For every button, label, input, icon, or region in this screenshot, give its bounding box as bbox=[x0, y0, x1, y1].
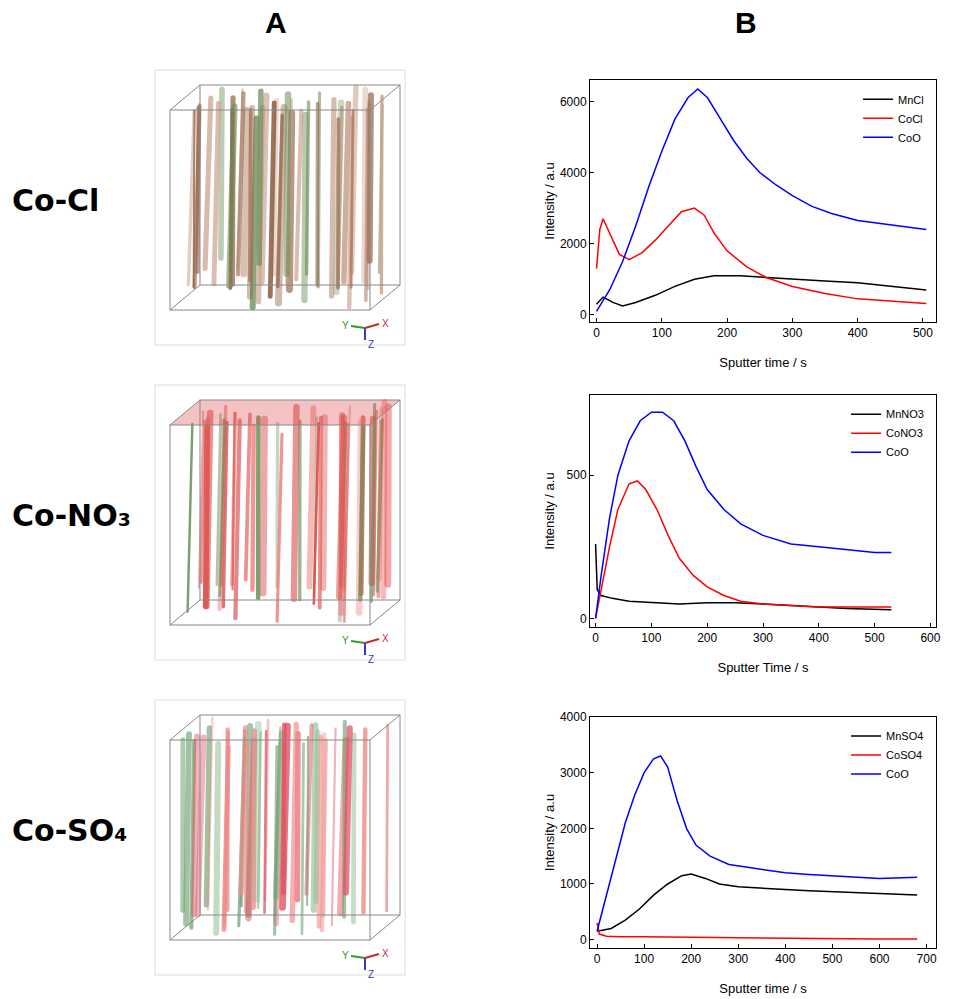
svg-text:X: X bbox=[382, 633, 389, 644]
svg-text:Sputter time / s: Sputter time / s bbox=[719, 355, 807, 370]
svg-text:6000: 6000 bbox=[560, 95, 587, 109]
svg-text:Intensity / a.u: Intensity / a.u bbox=[542, 472, 557, 549]
svg-text:0: 0 bbox=[593, 326, 600, 340]
svg-text:2000: 2000 bbox=[560, 822, 587, 836]
svg-text:CoSO4: CoSO4 bbox=[886, 749, 922, 761]
svg-text:Sputter time / s: Sputter time / s bbox=[719, 981, 807, 996]
svg-text:1000: 1000 bbox=[560, 877, 587, 891]
html-text:Co-Cl: Co-Cl bbox=[12, 182, 100, 218]
svg-text:MnNO3: MnNO3 bbox=[886, 408, 924, 420]
svg-text:200: 200 bbox=[697, 631, 717, 645]
svg-text:CoNO3: CoNO3 bbox=[886, 427, 923, 439]
svg-text:600: 600 bbox=[920, 631, 940, 645]
svg-text:100: 100 bbox=[634, 952, 654, 966]
svg-text:500: 500 bbox=[865, 631, 885, 645]
svg-text:X: X bbox=[382, 318, 389, 329]
svg-text:300: 300 bbox=[753, 631, 773, 645]
svg-text:400: 400 bbox=[848, 326, 868, 340]
svg-text:Z: Z bbox=[368, 654, 374, 665]
svg-text:500: 500 bbox=[567, 468, 587, 482]
svg-text:CoO: CoO bbox=[898, 132, 921, 144]
svg-text:300: 300 bbox=[782, 326, 802, 340]
svg-text:600: 600 bbox=[869, 952, 889, 966]
svg-text:Y: Y bbox=[342, 635, 349, 646]
svg-text:500: 500 bbox=[822, 952, 842, 966]
svg-text:Intensity / a.u: Intensity / a.u bbox=[542, 162, 557, 239]
svg-text:0: 0 bbox=[592, 631, 599, 645]
svg-text:200: 200 bbox=[717, 326, 737, 340]
svg-text:Z: Z bbox=[368, 339, 374, 350]
svg-text:4000: 4000 bbox=[560, 166, 587, 180]
html-text:A: A bbox=[265, 6, 287, 39]
svg-text:Sputter Time / s: Sputter Time / s bbox=[717, 660, 809, 675]
svg-text:CoO: CoO bbox=[886, 768, 909, 780]
svg-text:3000: 3000 bbox=[560, 766, 587, 780]
svg-text:400: 400 bbox=[775, 952, 795, 966]
svg-text:0: 0 bbox=[580, 612, 587, 626]
svg-text:Y: Y bbox=[342, 320, 349, 331]
svg-text:700: 700 bbox=[917, 952, 937, 966]
svg-text:Z: Z bbox=[368, 969, 374, 980]
html-text:B: B bbox=[735, 6, 757, 39]
svg-text:4000: 4000 bbox=[560, 710, 587, 724]
svg-text:2000: 2000 bbox=[560, 237, 587, 251]
html-text:Co-NO₃: Co-NO₃ bbox=[12, 497, 131, 533]
html-text:Co-SO₄: Co-SO₄ bbox=[12, 812, 128, 848]
svg-text:500: 500 bbox=[913, 326, 933, 340]
svg-text:MnSO4: MnSO4 bbox=[886, 730, 923, 742]
svg-text:100: 100 bbox=[652, 326, 672, 340]
svg-text:X: X bbox=[382, 948, 389, 959]
svg-text:Intensity / a.u: Intensity / a.u bbox=[542, 794, 557, 871]
svg-text:0: 0 bbox=[594, 952, 601, 966]
svg-text:300: 300 bbox=[728, 952, 748, 966]
svg-text:CoO: CoO bbox=[886, 446, 909, 458]
svg-text:100: 100 bbox=[641, 631, 661, 645]
svg-text:MnCl: MnCl bbox=[898, 94, 924, 106]
svg-text:Y: Y bbox=[342, 950, 349, 961]
svg-text:CoCl: CoCl bbox=[898, 113, 922, 125]
svg-text:0: 0 bbox=[580, 933, 587, 947]
svg-text:400: 400 bbox=[809, 631, 829, 645]
svg-text:200: 200 bbox=[681, 952, 701, 966]
svg-text:0: 0 bbox=[580, 308, 587, 322]
